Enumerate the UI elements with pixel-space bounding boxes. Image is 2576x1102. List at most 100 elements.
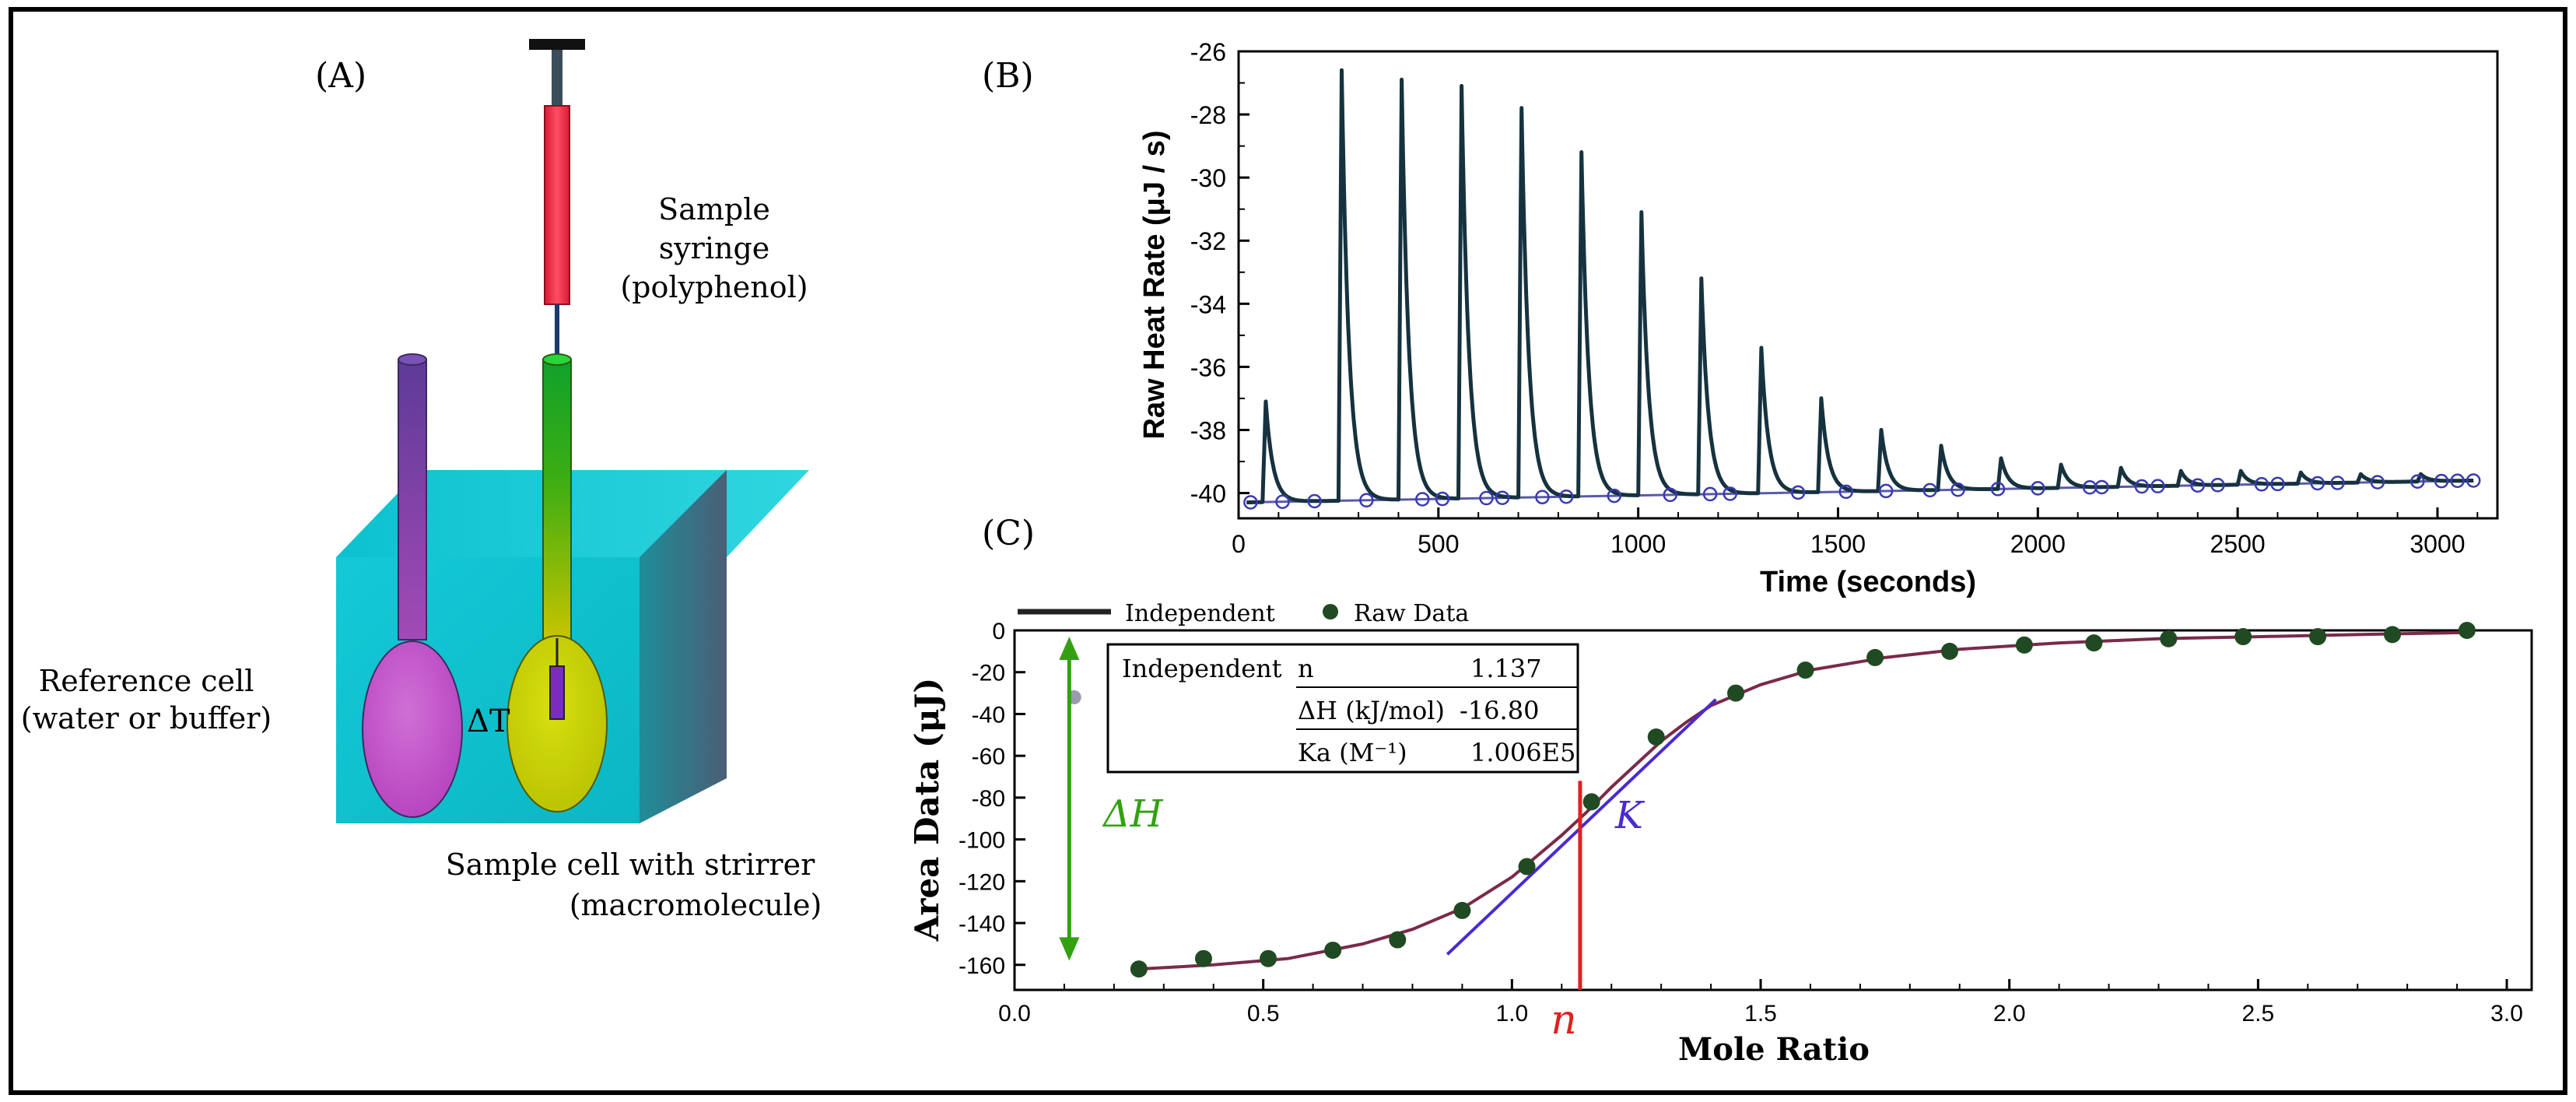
panel-c-x-tick-label: 2.0 [1993, 1001, 2026, 1027]
panel-b-frame [1237, 50, 2499, 520]
baseline-marker [2330, 476, 2345, 490]
panel-b-y-tick-label: -34 [1190, 290, 1226, 318]
legend-raw-data-label: Raw Data [1354, 600, 1469, 627]
panel-c-x-axis-title: Mole Ratio [1678, 1031, 1870, 1068]
panel-c-x-tick-label: 0.5 [1247, 1001, 1280, 1027]
raw-data-point [1940, 642, 1958, 660]
figure-border [9, 7, 2567, 1095]
panel-c-y-tick-label: -40 [972, 702, 1005, 728]
panel-c-y-tick-label: -60 [972, 744, 1005, 770]
raw-data-point [2458, 622, 2476, 639]
reference-bulb [362, 640, 463, 818]
raw-data-point [1866, 648, 1884, 666]
panel-b-y-tick-label: -28 [1190, 101, 1226, 129]
panel-b-y-tick-label: -38 [1190, 416, 1226, 444]
panel-c-x-tick-label: 1.5 [1744, 1001, 1777, 1027]
panel-b-y-tick-label: -30 [1190, 164, 1226, 192]
sample-cell-label-line1: Sample cell with strirrer [446, 848, 815, 882]
baseline-marker [1243, 495, 1258, 510]
baseline-marker [2450, 473, 2465, 489]
sample-tube-cap [542, 353, 572, 366]
syringe-label-line1: Sample [658, 192, 770, 226]
baseline-marker [2270, 476, 2285, 492]
panel-c: (C) 0 -20 -40 -60 -80 -100 -120 -140 -160 0.0 0.5… [908, 514, 2533, 1068]
panel-a: (A) ΔT Sample syringe (polyphenol) Refer… [21, 39, 822, 922]
raw-data-point [2160, 630, 2178, 648]
stirrer-paddle [549, 665, 565, 720]
panel-c-y-tick-label: -140 [959, 911, 1005, 937]
table-n-value: 1.137 [1470, 654, 1542, 683]
sample-bulb [506, 635, 608, 812]
syringe-plunger-cap [529, 39, 585, 50]
panel-c-y-tick-label: 0 [992, 619, 1005, 644]
raw-data-point [1324, 941, 1342, 959]
k-annotation: K [1614, 794, 1645, 837]
baseline-marker [1479, 490, 1494, 506]
panel-b-x-tick-label: 1000 [1610, 530, 1666, 558]
panel-c-y-tick-labels: 0 -20 -40 -60 -80 -100 -120 -140 -160 [959, 619, 1005, 979]
delta-h-arrow-head-top [1059, 637, 1080, 661]
baseline-marker [1415, 492, 1430, 507]
reference-tube-cap [398, 353, 427, 366]
panel-b-baseline-markers [1243, 473, 2481, 510]
panel-b-ticks [1237, 50, 2479, 518]
baseline-marker [1702, 486, 1718, 502]
panel-b-y-tick-label: -26 [1190, 38, 1226, 66]
sample-cell-label-line2: (macromolecule) [570, 888, 822, 922]
syringe-label-line3: (polyphenol) [620, 270, 808, 304]
baseline-marker [2410, 474, 2425, 489]
baseline-marker [1878, 483, 1894, 499]
baseline-marker [2310, 476, 2325, 491]
raw-data-point [1518, 858, 1536, 876]
raw-data-point [2015, 636, 2033, 654]
delta-h-arrow-head-bottom [1059, 937, 1080, 961]
syringe-needle [555, 304, 559, 359]
baseline-marker [2370, 475, 2385, 490]
baseline-marker [1723, 486, 1738, 501]
baseline-marker [2190, 478, 2206, 493]
panel-c-raw-data-points [1130, 622, 2476, 978]
panel-c-x-tick-label: 0.0 [998, 1001, 1031, 1027]
reference-tube [398, 359, 427, 640]
panel-b-x-tick-label: 3000 [2410, 530, 2465, 558]
panel-c-y-axis-title: Area Data (μJ) [908, 678, 946, 942]
baseline-marker [1275, 494, 1290, 509]
baseline-marker [2031, 481, 2045, 496]
panel-c-frame [1013, 629, 2533, 991]
baseline-marker [1435, 491, 1450, 507]
raw-data-point [1260, 949, 1277, 967]
raw-data-point [1647, 728, 1665, 746]
baseline-marker [2150, 479, 2165, 493]
raw-data-point [1453, 901, 1471, 919]
panel-c-x-tick-label: 3.0 [2490, 1001, 2523, 1027]
panel-c-y-tick-label: -100 [959, 828, 1005, 854]
panel-b-y-tick-label: -36 [1190, 353, 1226, 381]
legend-raw-data-swatch [1323, 604, 1338, 619]
raw-data-point [1582, 793, 1600, 811]
raw-data-point [2309, 628, 2327, 646]
panel-c-x-tick-label: 1.0 [1495, 1001, 1528, 1027]
panel-c-x-tick-label: 2.5 [2242, 1001, 2275, 1027]
panel-b: (B) -26 -28 -30 -32 -34 -36 -38 -40 0 500 1000 150… [982, 38, 2499, 598]
panel-b-x-tick-label: 2000 [2010, 530, 2066, 558]
raw-data-point [1194, 949, 1212, 967]
baseline-marker [1790, 485, 1806, 500]
baseline-marker [2466, 473, 2481, 488]
raw-data-point [2234, 628, 2252, 646]
sample-tube [542, 359, 572, 640]
baseline-marker [1922, 483, 1937, 498]
raw-data-point [2383, 626, 2401, 644]
panel-c-ticks [1013, 629, 2508, 990]
baseline-marker [1990, 482, 2006, 497]
baseline-marker [1838, 484, 1853, 500]
panel-b-x-axis-title: Time (seconds) [1760, 566, 1976, 598]
table-dh-value: -16.80 [1460, 696, 1539, 725]
reference-label-line2: (water or buffer) [21, 701, 272, 735]
syringe-plunger-rod [552, 50, 563, 106]
panel-c-label: (C) [982, 514, 1035, 553]
raw-data-point [1796, 662, 1814, 679]
raw-data-point [1389, 931, 1407, 949]
panel-c-y-tick-label: -20 [972, 661, 1005, 686]
panel-b-heat-trace [1245, 68, 2475, 504]
